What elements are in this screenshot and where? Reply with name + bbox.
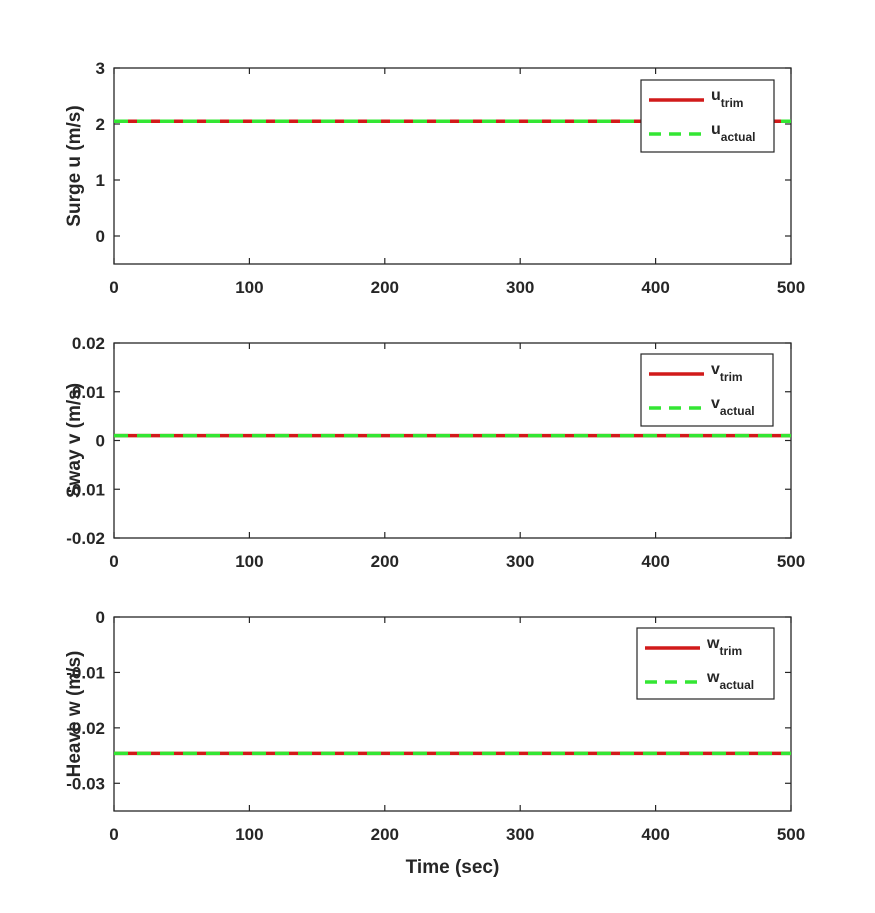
y-tick-label: 0: [96, 227, 105, 246]
sway-panel: 0 100 200 300 400 500 -0.02 -0.01 0 0.01 0.02 Sway …: [64, 334, 805, 571]
y-tick-label: 1: [96, 171, 105, 190]
legend-label-actual: uactual: [711, 121, 755, 144]
y-tick-label: -0.01: [66, 663, 105, 682]
y-tick-label: 0: [96, 608, 105, 627]
legend-label-actual: wactual: [706, 669, 754, 692]
x-tick-label: 400: [641, 278, 669, 297]
legend-box: [640, 353, 774, 427]
x-tick-label: 400: [641, 552, 669, 571]
legend-label-trim: wtrim: [706, 635, 742, 658]
x-tick-label: 300: [506, 278, 534, 297]
x-tick-label: 300: [506, 825, 534, 844]
y-tick-label: 0.01: [72, 383, 105, 402]
y-tick-label: -0.02: [66, 529, 105, 548]
x-tick-label: 100: [235, 825, 263, 844]
y-tick-label: 0.02: [72, 334, 105, 353]
x-tick-label: 200: [371, 552, 399, 571]
x-tick-label: 300: [506, 552, 534, 571]
y-tick-label: -0.03: [66, 774, 105, 793]
x-tick-label: 0: [109, 825, 118, 844]
y-tick-label: 3: [96, 59, 105, 78]
x-tick-label: 100: [235, 552, 263, 571]
x-tick-label: 100: [235, 278, 263, 297]
y-tick-label: 2: [96, 115, 105, 134]
legend-box: [636, 627, 775, 700]
y-tick-label: 0: [96, 432, 105, 451]
x-tick-label: 500: [777, 552, 805, 571]
y-tick-label: -0.01: [66, 480, 105, 499]
y-axis-label: Heave w (m/s): [64, 651, 85, 778]
x-tick-label: 0: [109, 278, 118, 297]
x-tick-label: 500: [777, 278, 805, 297]
x-tick-label: 200: [371, 278, 399, 297]
x-tick-label: 400: [641, 825, 669, 844]
x-tick-label: 0: [109, 552, 118, 571]
legend-label-actual: vactual: [711, 395, 755, 418]
x-tick-label: 200: [371, 825, 399, 844]
heave-panel: 0 100 200 300 400 500 -0.03 -0.02 -0.01 0 Heave w …: [64, 608, 805, 878]
legend-label-trim: vtrim: [711, 361, 743, 384]
y-tick-label: -0.02: [66, 719, 105, 738]
x-axis-label: Time (sec): [406, 857, 500, 878]
surge-panel: 0 100 200 300 400 500 0 1 2 3 Surge u (m/s) utrim ua…: [64, 59, 805, 297]
legend-box: [640, 79, 775, 153]
legend-label-trim: utrim: [711, 87, 743, 110]
y-axis-label: Sway v (m/s): [64, 383, 85, 498]
y-axis-label: Surge u (m/s): [64, 105, 85, 226]
x-tick-label: 500: [777, 825, 805, 844]
